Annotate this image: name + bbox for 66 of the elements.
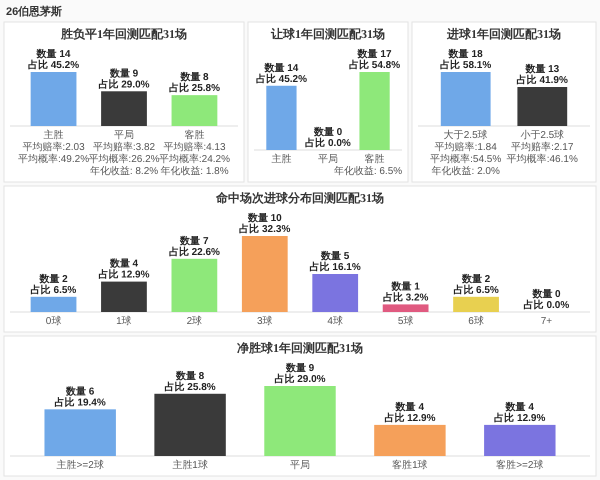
data-label: 数量 4 占比 12.9%	[494, 400, 546, 424]
bar	[154, 394, 226, 456]
data-label: 数量 17 占比 54.8%	[348, 48, 400, 71]
text: 平均赔率:2.17 平均概率:46.1%	[506, 141, 578, 165]
data-label: 数量 2 占比 6.5%	[453, 272, 499, 296]
x-tick-label: 4球	[327, 315, 343, 327]
x-tick-label: 大于2.5球	[444, 129, 488, 141]
data-label: 数量 0 占比 0.0%	[524, 288, 570, 311]
data-label: 数量 5 占比 16.1%	[310, 250, 361, 273]
x-tick-label: 1球	[116, 315, 132, 327]
bar	[374, 424, 446, 456]
x-tick-label: 6球	[468, 315, 484, 327]
x-tick-label: 3球	[257, 315, 273, 327]
data-label: 数量 4 占比 12.9%	[98, 258, 150, 281]
data-label: 数量 14 占比 45.2%	[28, 48, 80, 71]
x-tick-label: 2球	[186, 315, 202, 327]
chart-title: 进球1年回测匹配31场	[446, 27, 561, 41]
data-label: 数量 6 占比 19.4%	[54, 385, 106, 408]
bar	[101, 282, 147, 312]
data-label: 数量 0 占比 0.0%	[305, 126, 351, 149]
data-label: 数量 4 占比 12.9%	[384, 400, 436, 424]
x-tick-label: 小于2.5球	[520, 129, 564, 141]
chart-title: 让球1年回测匹配31场	[270, 27, 385, 41]
data-label: 数量 1 占比 3.2%	[382, 280, 429, 304]
bar	[264, 386, 336, 456]
x-tick-label: 客胜	[184, 129, 204, 141]
bar	[44, 409, 116, 456]
data-label: 数量 18 占比 58.1%	[440, 48, 492, 71]
x-tick-label: 主胜	[44, 129, 64, 141]
x-tick-label: 主胜	[271, 153, 292, 165]
chart-title: 净胜球1年回测匹配31场	[237, 341, 363, 355]
bar	[312, 274, 358, 312]
x-tick-label: 0球	[46, 315, 62, 327]
data-label: 数量 8 占比 25.8%	[164, 370, 216, 393]
text: 平均赔率:1.84 平均概率:54.5% 年化收益: 2.0%	[430, 141, 502, 177]
bar	[453, 296, 499, 312]
x-tick-label: 7+	[540, 316, 552, 327]
text: 年化收益: 6.5%	[334, 165, 402, 177]
data-label: 数量 10 占比 32.3%	[239, 212, 290, 235]
data-label: 数量 9 占比 29.0%	[274, 362, 326, 385]
bar	[382, 304, 429, 312]
bar	[484, 424, 556, 456]
data-label: 数量 14 占比 45.2%	[256, 62, 308, 85]
x-tick-label: 主胜>=2球	[56, 459, 104, 471]
text: 平均赔率:4.13 平均概率:24.2% 年化收益: 1.8%	[158, 141, 230, 177]
x-tick-label: 客胜1球	[392, 459, 428, 471]
text: 平均赔率:2.03 平均概率:49.2%	[18, 141, 90, 165]
bar	[30, 296, 76, 312]
x-tick-label: 平局	[290, 460, 310, 471]
bar	[171, 258, 218, 312]
x-tick-label: 平局	[114, 130, 134, 141]
data-label: 数量 9 占比 29.0%	[98, 67, 150, 90]
bar	[242, 236, 288, 312]
x-tick-label: 平局	[318, 154, 338, 165]
chart-title: 胜负平1年回测匹配31场	[60, 27, 187, 41]
text: 26伯恩茅斯	[6, 5, 62, 18]
data-label: 数量 8 占比 25.8%	[168, 71, 220, 94]
data-label: 数量 2 占比 6.5%	[30, 272, 76, 296]
chart-title: 命中场次进球分布回测匹配31场	[215, 191, 384, 205]
data-label: 数量 7 占比 22.6%	[168, 234, 220, 258]
x-tick-label: 5球	[398, 315, 414, 327]
x-tick-label: 客胜	[364, 153, 385, 165]
text: 平均赔率:3.82 平均概率:26.2% 年化收益: 8.2%	[88, 141, 160, 177]
x-tick-label: 客胜>=2球	[496, 459, 544, 471]
x-tick-label: 主胜1球	[172, 459, 208, 471]
data-label: 数量 13 占比 41.9%	[516, 63, 568, 86]
